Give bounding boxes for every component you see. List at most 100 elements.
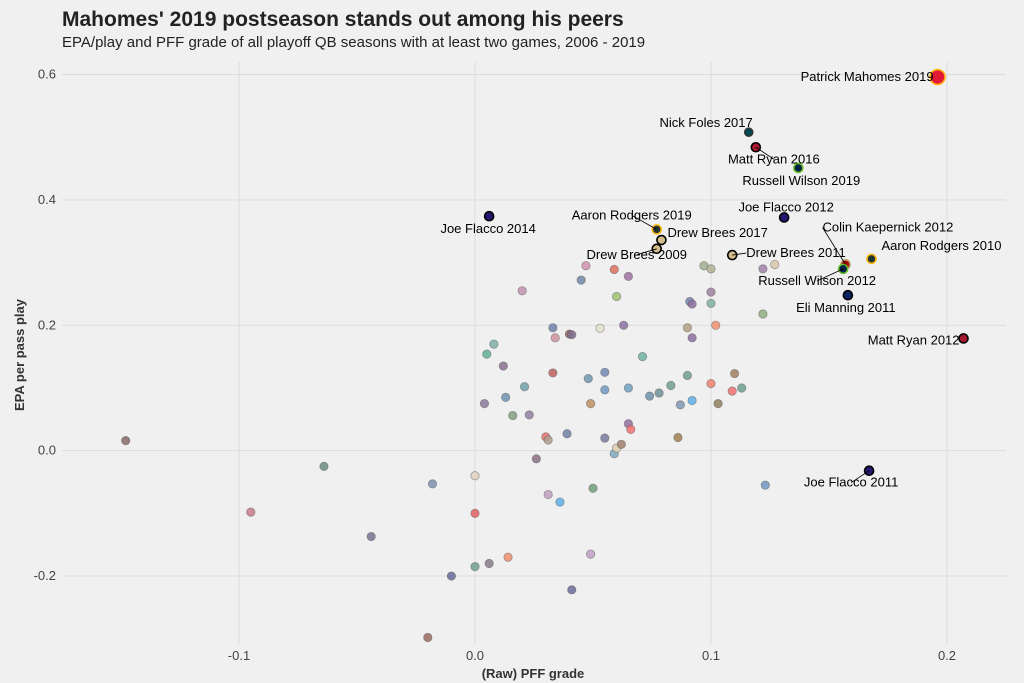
data-point bbox=[548, 323, 558, 333]
data-point bbox=[567, 585, 577, 595]
data-point bbox=[760, 480, 770, 490]
data-point bbox=[121, 436, 131, 446]
y-axis-label: EPA per pass play bbox=[12, 298, 27, 411]
data-point bbox=[611, 291, 622, 302]
data-point bbox=[562, 429, 572, 439]
labeled-data-point bbox=[483, 210, 495, 222]
point-annotation-label: Eli Manning 2011 bbox=[796, 300, 896, 315]
data-point bbox=[576, 275, 586, 285]
data-point bbox=[758, 309, 768, 319]
x-axis-ticks: -0.1 0.0 0.1 0.2 bbox=[228, 648, 956, 663]
data-point bbox=[729, 368, 740, 379]
y-tick-label: 0.2 bbox=[38, 317, 56, 332]
labeled-data-point bbox=[958, 333, 969, 344]
point-annotation-label: Joe Flacco 2012 bbox=[738, 199, 833, 214]
point-annotations: Patrick Mahomes 2019 Nick Foles 2017 Matt … bbox=[440, 69, 1001, 490]
y-tick-label: 0.0 bbox=[38, 443, 56, 458]
data-point bbox=[319, 461, 329, 471]
data-point bbox=[550, 333, 560, 343]
data-point bbox=[682, 370, 693, 381]
data-point bbox=[675, 400, 685, 410]
data-point bbox=[623, 383, 634, 393]
data-point bbox=[595, 323, 605, 334]
data-point bbox=[484, 558, 494, 569]
data-point bbox=[654, 388, 664, 398]
data-point bbox=[548, 368, 558, 378]
point-annotation-label: Matt Ryan 2016 bbox=[728, 151, 820, 166]
data-point bbox=[687, 299, 697, 309]
labeled-data-point bbox=[866, 253, 877, 265]
data-point bbox=[623, 271, 634, 281]
labeled-data-point bbox=[793, 162, 804, 174]
y-tick-label: 0.6 bbox=[38, 67, 56, 82]
point-annotation-label: Matt Ryan 2012 bbox=[868, 332, 960, 347]
data-point bbox=[706, 264, 716, 274]
data-point bbox=[501, 392, 511, 402]
data-point bbox=[687, 333, 697, 343]
data-point bbox=[427, 479, 438, 489]
point-annotation-label: Aaron Rodgers 2010 bbox=[881, 238, 1001, 253]
labeled-data-point bbox=[842, 289, 854, 301]
data-point bbox=[423, 632, 433, 643]
chart-subtitle: EPA/play and PFF grade of all playoff QB… bbox=[62, 34, 646, 51]
y-axis-ticks: -0.2 0.0 0.2 0.4 0.6 bbox=[34, 67, 56, 584]
data-point bbox=[470, 508, 480, 518]
point-annotation-label: Russell Wilson 2019 bbox=[742, 173, 860, 188]
data-point bbox=[706, 378, 716, 389]
data-point bbox=[758, 264, 768, 274]
point-annotation-label: Patrick Mahomes 2019 bbox=[801, 69, 934, 84]
data-point bbox=[366, 531, 376, 542]
x-tick-label: 0.0 bbox=[466, 648, 484, 663]
point-annotation-label: Nick Foles 2017 bbox=[660, 115, 753, 130]
point-annotation-label: Joe Flacco 2014 bbox=[440, 221, 535, 236]
point-annotation-label: Aaron Rodgers 2019 bbox=[572, 207, 692, 222]
data-point bbox=[619, 320, 629, 330]
data-point bbox=[673, 432, 683, 443]
x-tick-label: 0.2 bbox=[938, 648, 956, 663]
data-point bbox=[555, 497, 565, 507]
grid-lines bbox=[62, 62, 1006, 645]
data-point bbox=[508, 410, 518, 421]
data-point bbox=[482, 349, 492, 359]
data-point bbox=[498, 361, 508, 371]
annotation-leader bbox=[732, 252, 747, 256]
point-annotation-label: Joe Flacco 2011 bbox=[804, 475, 898, 490]
data-point bbox=[682, 323, 693, 333]
point-annotation-label: Russell Wilson 2012 bbox=[758, 273, 876, 288]
annotation-leader bbox=[755, 146, 775, 160]
data-point bbox=[616, 439, 626, 449]
data-point bbox=[503, 552, 513, 562]
data-point bbox=[645, 391, 655, 401]
data-point bbox=[600, 433, 610, 443]
data-point bbox=[519, 382, 530, 392]
labeled-data-point bbox=[778, 212, 790, 223]
data-point bbox=[711, 320, 721, 330]
annotation-leader bbox=[636, 248, 657, 256]
data-point bbox=[470, 471, 480, 481]
data-point bbox=[470, 562, 480, 572]
data-point bbox=[588, 483, 598, 493]
annotation-leader bbox=[850, 470, 870, 484]
data-point bbox=[737, 383, 747, 393]
data-point bbox=[687, 395, 697, 406]
chart-title: Mahomes' 2019 postseason stands out amon… bbox=[62, 8, 624, 31]
data-point bbox=[531, 454, 541, 464]
data-points bbox=[121, 68, 969, 643]
data-point bbox=[543, 489, 553, 500]
data-point bbox=[637, 352, 648, 362]
data-point bbox=[770, 259, 780, 270]
point-annotation-label: Drew Brees 2011 bbox=[746, 245, 845, 260]
data-point bbox=[524, 410, 534, 420]
data-point bbox=[713, 399, 723, 409]
data-point bbox=[600, 367, 610, 377]
data-point bbox=[517, 286, 527, 296]
labeled-data-point bbox=[929, 68, 946, 86]
data-point bbox=[706, 287, 716, 297]
data-point bbox=[246, 507, 256, 517]
data-point bbox=[543, 435, 553, 445]
data-point bbox=[479, 399, 490, 409]
y-tick-label: -0.2 bbox=[34, 568, 56, 583]
data-point bbox=[581, 261, 591, 271]
y-tick-label: 0.4 bbox=[38, 192, 56, 207]
